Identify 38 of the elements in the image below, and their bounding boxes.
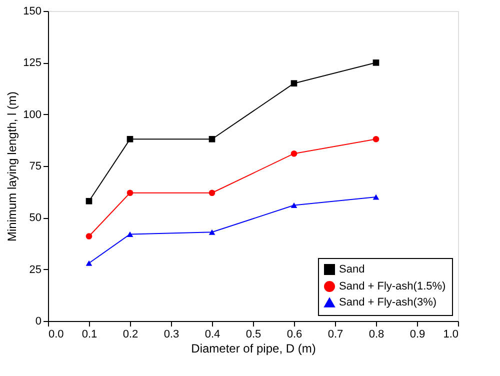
x-tick-label: 0.2 xyxy=(122,328,138,340)
y-tick-label: 0 xyxy=(35,316,42,328)
x-tick-label: 0.9 xyxy=(410,328,426,340)
x-tick-label: 0.5 xyxy=(246,328,262,340)
y-tick-label: 125 xyxy=(23,57,42,70)
point xyxy=(208,229,216,235)
point xyxy=(290,80,298,86)
x-tick-label: 0.3 xyxy=(164,328,180,340)
y-tick-label: 100 xyxy=(23,108,42,121)
point xyxy=(208,136,216,142)
y-tick-label: 25 xyxy=(29,264,42,276)
point xyxy=(86,198,92,204)
point xyxy=(86,233,92,240)
point xyxy=(290,150,298,157)
y-tick-label: 150 xyxy=(23,6,42,18)
x-tick-label: 0.7 xyxy=(328,328,344,340)
legend-label: Sand + Fly-ash(1.5%) xyxy=(339,280,446,292)
x-tick-label: 0.1 xyxy=(82,328,98,340)
legend-label: Sand xyxy=(339,264,365,276)
x-tick-label: 0.0 xyxy=(48,328,64,340)
point xyxy=(372,194,380,200)
x-tick-label: 0.4 xyxy=(204,328,220,340)
point xyxy=(86,260,92,266)
point xyxy=(290,202,298,208)
y-tick-label: 75 xyxy=(29,160,42,172)
x-tick-label: 0.6 xyxy=(286,328,302,340)
point xyxy=(126,231,134,237)
legend-label: Sand + Fly-ash(3%) xyxy=(339,296,437,308)
x-tick-label: 1.0 xyxy=(443,328,458,340)
point xyxy=(208,190,216,196)
x-axis-title: Diameter of pipe, D (m) xyxy=(191,342,316,356)
point xyxy=(126,190,134,196)
point xyxy=(372,60,380,66)
y-axis-title: Minimum laying length, l (m) xyxy=(5,91,20,242)
point xyxy=(126,136,134,142)
point xyxy=(372,136,380,142)
y-tick-label: 50 xyxy=(29,212,42,224)
x-tick-label: 0.8 xyxy=(368,328,384,340)
